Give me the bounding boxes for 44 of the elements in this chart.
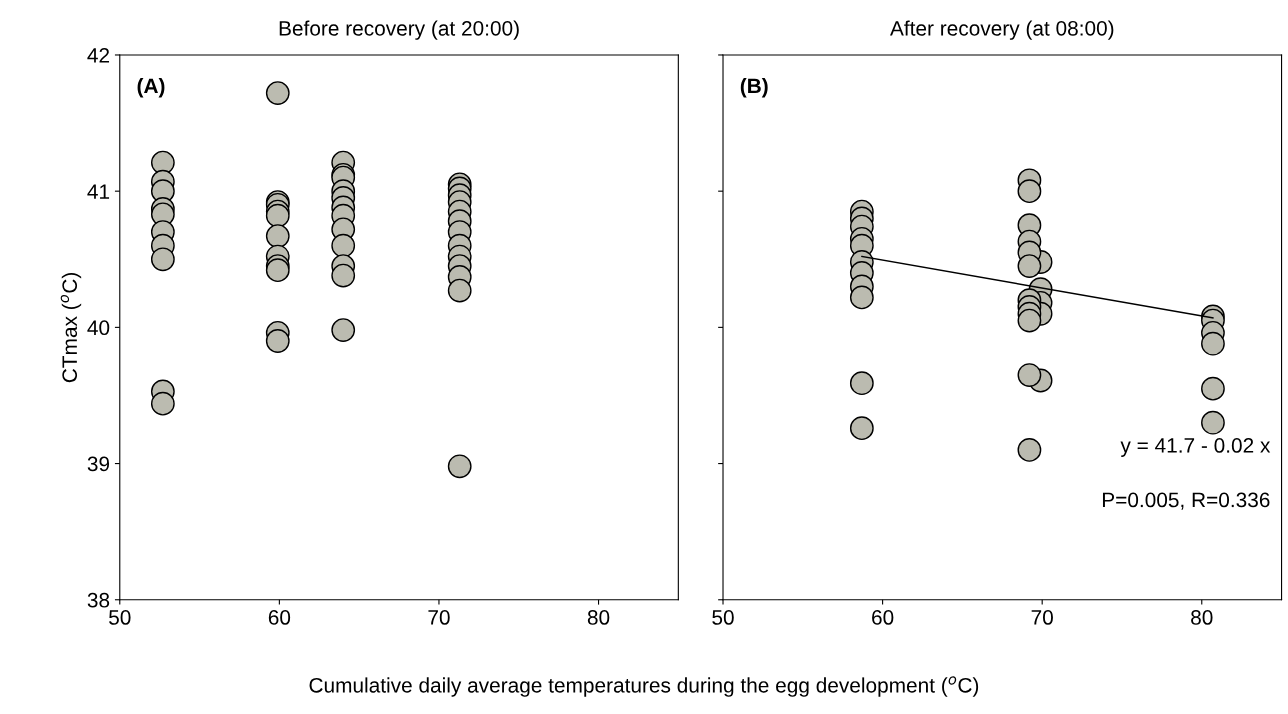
point	[331, 233, 356, 258]
point	[1201, 331, 1225, 356]
point	[150, 247, 175, 272]
annotation: (A)	[137, 77, 165, 98]
point	[265, 258, 290, 283]
point	[1201, 376, 1225, 401]
annotation: y = 41.7 - 0.02 x	[1120, 438, 1271, 457]
x-tick-label: 50	[109, 610, 131, 625]
point	[1017, 254, 1042, 278]
y-tick-label: 38	[87, 592, 110, 608]
point	[331, 318, 356, 342]
point	[849, 285, 874, 310]
y-axis-title: CTmax ($^{o}$C)	[60, 272, 82, 383]
x-tick-label: 60	[872, 610, 894, 625]
point	[265, 224, 290, 249]
point	[447, 454, 472, 479]
x-tick-label: 50	[712, 610, 734, 625]
point	[1017, 363, 1042, 387]
annotation: (B)	[740, 77, 768, 98]
x-tick-label: 80	[587, 610, 610, 625]
point	[150, 150, 175, 175]
x-tick-label: 60	[268, 610, 291, 625]
x-tick-label: 80	[1191, 610, 1213, 625]
point	[265, 81, 290, 106]
x-axis-title: Cumulative daily average temperatures during the egg development ($^{o}$C)	[309, 676, 979, 697]
point	[1017, 308, 1042, 333]
point	[849, 371, 874, 396]
x-tick-label: 70	[428, 610, 450, 625]
y-tick-label: 39	[87, 456, 110, 472]
x-tick-label: 70	[1031, 610, 1053, 625]
point	[331, 263, 356, 288]
point	[1017, 438, 1042, 462]
point	[265, 329, 290, 353]
point	[150, 391, 175, 416]
y-tick-label: 42	[87, 47, 110, 63]
annotation: P=0.005, R=0.336	[1102, 492, 1270, 510]
chart-title: Before recovery (at 20:00)	[279, 20, 519, 40]
y-tick-label: 40	[87, 320, 110, 336]
chart-title: After recovery (at 08:00)	[890, 20, 1114, 40]
y-tick-label: 41	[87, 184, 110, 199]
point	[1201, 410, 1225, 435]
point	[849, 416, 874, 441]
point	[1017, 179, 1042, 204]
point	[447, 278, 472, 303]
